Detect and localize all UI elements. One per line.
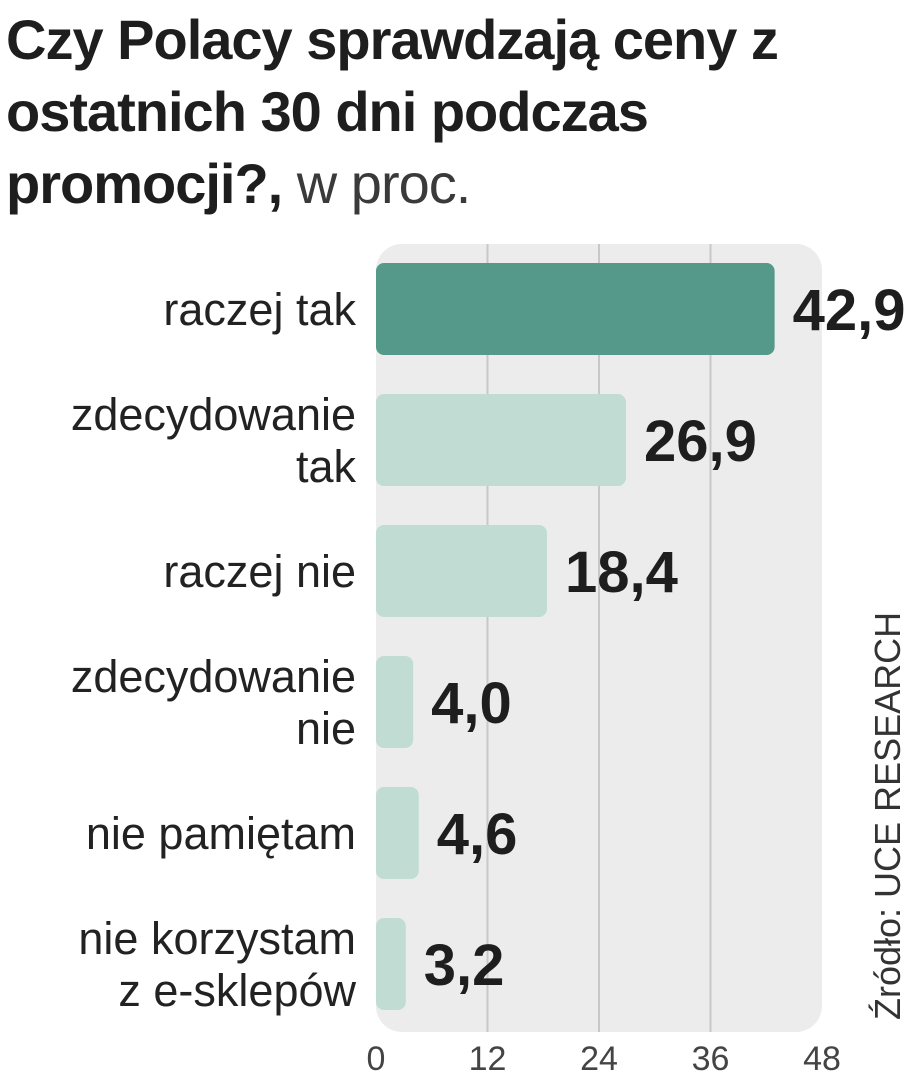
bar [376, 787, 419, 879]
bar [376, 394, 626, 486]
category-label: zdecydowanie nie [71, 651, 356, 754]
bar [376, 525, 547, 617]
value-label: 4,6 [437, 802, 518, 867]
category-label: nie pamiętam [86, 808, 356, 859]
gridlines [486, 244, 712, 1032]
category-label: nie korzystam z e-sklepów [78, 913, 356, 1016]
x-axis-ticks: 0 12 24 36 48 [367, 1040, 841, 1078]
bars [376, 263, 775, 1010]
bar [376, 656, 414, 748]
category-label: raczej nie [163, 546, 356, 597]
value-label: 18,4 [565, 540, 678, 605]
bar [376, 263, 775, 355]
x-tick-label: 0 [367, 1040, 386, 1078]
x-tick-label: 12 [469, 1040, 507, 1078]
x-tick-label: 24 [580, 1040, 618, 1078]
x-tick-label: 48 [803, 1040, 841, 1078]
x-tick-label: 36 [692, 1040, 730, 1078]
chart-title-unit: w proc. [282, 152, 472, 215]
value-label: 42,9 [793, 278, 906, 343]
bar [376, 918, 406, 1010]
source-note: Źródło: UCE RESEARCH [867, 612, 908, 1020]
chart-title: Czy Polacy sprawdzają ceny z ostatnich 3… [6, 4, 906, 220]
category-labels: raczej tak zdecydowanie tak raczej nie zdecy… [71, 284, 357, 1016]
value-labels: 42,9 26,9 18,4 4,0 4,6 3,2 [424, 278, 906, 998]
value-label: 3,2 [424, 933, 505, 998]
chart-title-main: Czy Polacy sprawdzają ceny z ostatnich 3… [6, 8, 779, 215]
value-label: 4,0 [431, 671, 512, 736]
category-label: zdecydowanie tak [71, 389, 357, 492]
value-label: 26,9 [644, 409, 757, 474]
category-label: raczej tak [163, 284, 356, 335]
